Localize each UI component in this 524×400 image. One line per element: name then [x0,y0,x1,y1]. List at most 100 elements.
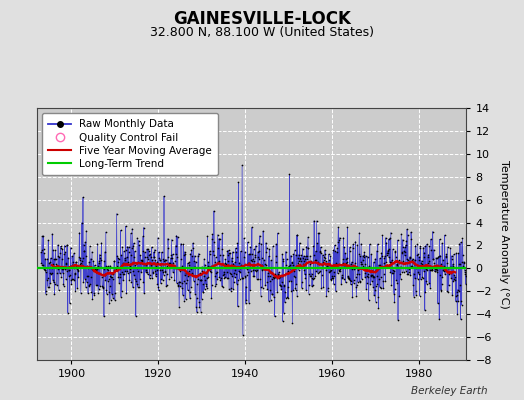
Point [224,275,232,282]
Point [207,263,215,270]
Point [386,269,395,275]
Point [173,234,182,240]
Point [191,264,200,270]
Point [427,246,435,253]
Point [52,260,60,267]
Point [267,269,276,276]
Point [392,276,400,283]
Point [375,284,384,290]
Point [460,259,468,266]
Point [289,287,297,293]
Point [332,288,340,294]
Point [221,274,230,280]
Point [329,247,337,253]
Point [319,284,328,290]
Point [447,252,456,259]
Point [42,288,50,294]
Point [246,251,254,257]
Point [377,252,386,259]
Point [260,256,268,263]
Point [265,298,273,304]
Point [426,284,434,291]
Point [222,264,231,270]
Point [208,282,216,289]
Point [102,287,111,293]
Point [178,280,186,286]
Point [334,224,343,230]
Point [121,255,129,261]
Point [173,265,182,272]
Point [203,233,212,239]
Point [325,268,333,275]
Point [202,283,211,290]
Point [317,285,325,292]
Point [278,251,287,258]
Point [124,259,133,266]
Point [136,260,144,266]
Point [238,275,247,281]
Point [200,272,208,279]
Point [300,267,309,274]
Point [153,259,161,265]
Point [160,193,168,199]
Point [365,297,373,303]
Point [71,288,80,294]
Point [335,237,344,243]
Point [261,265,269,272]
Point [53,270,61,276]
Point [409,256,417,262]
Point [408,263,417,270]
Point [363,273,372,280]
Point [333,245,342,252]
Point [95,258,103,264]
Point [98,282,106,289]
Point [171,265,179,271]
Point [336,268,344,274]
Point [196,309,205,315]
Point [358,252,367,259]
Point [446,264,455,270]
Point [370,292,378,299]
Point [168,255,177,262]
Point [356,253,365,260]
Point [290,268,298,274]
Point [361,274,369,281]
Point [243,239,252,245]
Point [45,260,53,266]
Point [179,241,188,248]
Point [461,266,469,273]
Point [437,260,445,267]
Point [135,237,143,244]
Point [460,258,468,265]
Point [48,270,56,276]
Point [305,281,313,288]
Point [145,251,154,258]
Point [254,276,263,282]
Point [456,282,464,288]
Point [380,255,388,262]
Point [329,264,337,270]
Point [444,265,452,272]
Point [350,266,358,272]
Point [268,291,276,297]
Point [315,268,324,274]
Point [313,260,321,266]
Point [356,278,364,284]
Point [300,253,308,259]
Point [141,269,150,275]
Point [320,255,329,261]
Point [293,255,302,262]
Point [128,243,137,250]
Point [254,254,262,260]
Point [200,286,209,292]
Point [323,262,332,269]
Text: 32.800 N, 88.100 W (United States): 32.800 N, 88.100 W (United States) [150,26,374,39]
Point [403,226,411,232]
Point [91,266,99,272]
Point [83,262,92,269]
Point [314,269,323,275]
Point [321,247,329,253]
Point [71,271,79,277]
Point [399,258,408,264]
Point [77,260,85,266]
